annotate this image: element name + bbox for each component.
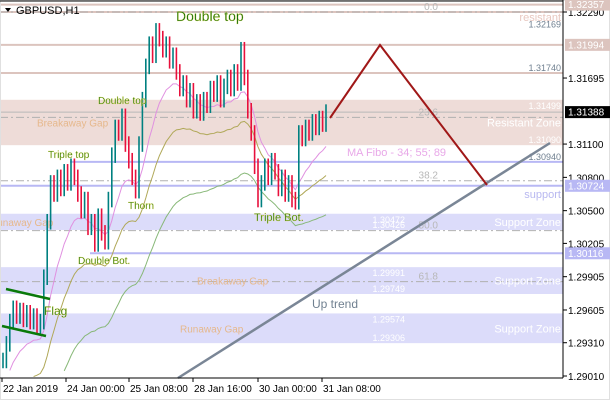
price-highlight-bg [565,179,610,192]
ma89-line [63,172,327,372]
price-highlight-bg [565,106,610,119]
ma34-line [9,83,327,371]
annotation-flag: Flag [44,304,67,318]
price-highlight-bg [565,0,610,11]
annotation-up-trend: Up trend [312,297,358,311]
time-tick-label: 22 Jan 2019 [3,384,58,395]
annotation-resistant: resistant [519,12,561,24]
fibo-level-label: 23.6 [419,107,439,118]
annotation-double-bot: Double Bot. [78,256,130,267]
zone-support [0,267,563,295]
price-tick-label: 1.29605 [568,306,605,317]
gap-label: Runaway Gap [180,324,244,335]
time-tick-label: 31 Jan 08:00 [323,384,381,395]
zone-label: Support Zone [494,323,561,335]
price-tick-label: 1.30800 [568,173,605,184]
ma55-line [33,120,327,378]
annotation-support: support [524,189,561,201]
gap-label: Breakaway Gap [197,277,269,288]
gap-label: Breakaway Gap [37,118,109,129]
price-highlight-label: 1.31994 [568,40,605,51]
price-tick-label: 1.29905 [568,273,605,284]
annotation-thorn: Thorn [128,201,154,212]
price-highlight-label: 1.32357 [568,0,605,11]
price-tick-label: 1.29310 [568,339,605,350]
fibo-level-label: 0.0 [424,2,438,13]
time-tick-label: 28 Jan 16:00 [194,384,252,395]
price-tick-label: 1.30500 [568,207,605,218]
zone-bottom-price: 1.29749 [372,284,405,294]
time-tick-label: 25 Jan 08:00 [130,384,188,395]
zone-top-price: 1.29991 [372,268,405,278]
price-highlight-label: 1.30724 [568,181,605,192]
price-tick-label: 1.29010 [568,372,605,383]
zone-resistant [0,99,563,146]
zone-support [0,313,563,344]
annotation-triple-top: Triple top [48,150,90,161]
price-tick-label: 1.31695 [568,74,605,85]
price-tick-label: 1.31100 [568,140,604,151]
zone-label: Support Zone [494,276,561,288]
price-tick-label: 1.30205 [568,239,605,250]
zone-bottom-price: 1.30426 [372,220,405,230]
price-highlight-bg [565,38,610,51]
zone-label: Resistant Zone [487,117,561,129]
zone-top-price: 1.31499 [528,101,561,111]
fibo-level-label: 50.0 [419,221,439,232]
zone-support [0,213,563,230]
annotation-ma-fibo: MA Fibo - 34; 55; 89 [347,147,446,159]
price-highlight-bg [565,247,610,260]
up-trend-line [177,141,551,380]
price-highlight-label: 1.30116 [568,249,604,260]
flag-upper-line [5,287,51,301]
symbol-title: GBPUSD,H1 [16,5,80,17]
projection-path [329,43,488,186]
annotation-double-top: Double top [98,96,147,107]
zone-bottom-price: 1.29306 [372,333,405,343]
zone-label: Support Zone [494,217,561,229]
zone-top-price: 1.30472 [372,215,405,225]
gap-label: Runaway Gap [0,218,54,229]
fibo-level-label: 38.2 [419,171,439,182]
time-tick-label: 30 Jan 00:00 [259,384,317,395]
zone-bottom-price: 1.31090 [528,135,561,145]
time-tick-label: 24 Jan 00:00 [67,384,125,395]
annotation-triple-bot: Triple Bot. [254,212,304,224]
fibo-level-label: 61.8 [419,272,439,283]
zone-top-price: 1.29574 [372,314,405,324]
price-highlight-label: 1.31388 [568,108,605,119]
flag-lower-line [1,324,47,338]
annotation-double-top-main: Double top [176,8,244,24]
level-price-label: 1.32169 [528,19,561,29]
triangle-down-icon [5,8,11,12]
price-tick-label: 1.32290 [568,8,605,19]
level-price-label: 1.30940 [528,152,561,162]
level-price-label: 1.31740 [528,63,561,73]
